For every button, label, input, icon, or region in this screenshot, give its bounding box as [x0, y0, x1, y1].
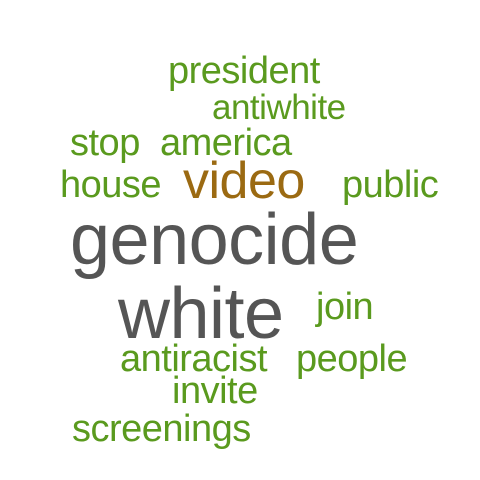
word-president: president	[168, 50, 320, 92]
word-people: people	[296, 338, 408, 380]
word-screenings: screenings	[72, 408, 251, 450]
word-antiwhite: antiwhite	[212, 88, 346, 127]
word-antiracist: antiracist	[120, 338, 268, 380]
word-white: white	[118, 274, 284, 354]
word-stop: stop	[70, 122, 140, 164]
word-public: public	[342, 164, 439, 206]
word-invite: invite	[172, 370, 258, 412]
word-genocide: genocide	[70, 200, 359, 280]
word-house: house	[60, 164, 162, 206]
word-america: america	[160, 122, 292, 164]
word-join: join	[316, 286, 374, 328]
word-video: video	[183, 152, 305, 210]
